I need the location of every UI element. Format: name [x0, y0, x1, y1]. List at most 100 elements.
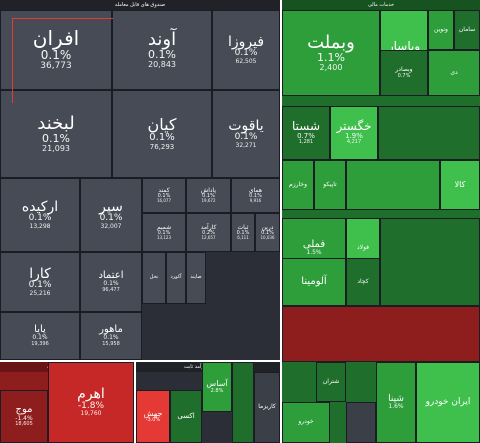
ticker-tile[interactable]: وبصادر 0.7% [380, 50, 428, 96]
ticker-name: کمند [158, 186, 170, 194]
ticker-tile[interactable]: کیان 0.1% 76,293 [112, 90, 212, 178]
ticker-name: اعتماد [98, 269, 124, 281]
ticker-tile[interactable]: صایند [186, 252, 206, 304]
ticker-tile[interactable]: شپنا 1.6% [376, 362, 416, 443]
ticker-change: 1.6% [388, 403, 404, 411]
ticker-tile[interactable] [378, 106, 480, 160]
ticker-tile[interactable]: کالا [440, 160, 480, 210]
ticker-tile[interactable]: ارکیده 0.1% 13,298 [0, 178, 80, 252]
ticker-tile[interactable]: آساس 2.8% [202, 362, 232, 412]
ticker-name: آوند [147, 28, 177, 50]
ticker-tile[interactable]: افران 0.1% 36,773 [0, 10, 112, 90]
ticker-name: وبملت [307, 31, 355, 53]
ticker-name: پاداش [200, 186, 217, 194]
ticker-value: 4,217 [346, 139, 362, 146]
ticker-tile[interactable]: کمند 0.1% 16,077 [142, 178, 186, 213]
ticker-tile[interactable]: سامان [454, 10, 480, 50]
ticker-tile[interactable]: وخارزم [282, 160, 314, 210]
ticker-tile[interactable]: کارآمد 0.2% 12,657 [186, 213, 231, 252]
ticker-tile[interactable]: جهش -3.0% [136, 390, 170, 443]
ticker-tile[interactable]: آلومینا [282, 258, 346, 306]
ticker-name: کالا [454, 179, 466, 189]
ticker-tile[interactable] [282, 306, 480, 362]
section-label: خدمات مالی [282, 0, 480, 10]
ticker-tile[interactable]: شتران [316, 362, 346, 402]
ticker-value: 19,396 [31, 340, 49, 347]
ticker-tile[interactable]: پایا 0.1% 19,396 [0, 312, 80, 360]
ticker-name: شستا [291, 119, 321, 134]
ticker-value: 76,293 [149, 142, 175, 151]
ticker-change: 2.8% [210, 387, 224, 394]
ticker-value: 18,605 [15, 421, 33, 428]
ticker-tile[interactable]: کچاد [346, 258, 380, 306]
ticker-tile[interactable] [380, 218, 480, 306]
ticker-tile[interactable]: وبملت 1.1% 2,400 [282, 10, 380, 96]
ticker-value: 25,216 [29, 289, 51, 297]
ticker-tile[interactable]: یاقوت 0.1% 32,271 [212, 90, 280, 178]
ticker-name: شمیم [156, 223, 172, 231]
ticker-change: 0.1% [234, 48, 258, 59]
ticker-name: ونوین [434, 25, 448, 33]
ticker-tile[interactable]: موج -1.4% 18,605 [0, 390, 48, 443]
ticker-tile[interactable]: اکسی [170, 390, 202, 443]
ticker-tile[interactable]: شمیم 0.1% 13,123 [142, 213, 186, 252]
ticker-tile[interactable]: کاریزما [254, 372, 280, 443]
ticker-tile[interactable]: نخل [142, 252, 166, 304]
ticker-name: یاقوت [228, 117, 264, 134]
ticker-tile[interactable]: کارا 0.1% 25,216 [0, 252, 80, 312]
ticker-name: دی [450, 68, 458, 76]
ticker-tile[interactable]: فیروزا 0.1% 62,505 [212, 10, 280, 90]
ticker-tile[interactable]: ایران خودرو [416, 362, 480, 443]
ticker-tile[interactable]: سپر 0.1% 32,007 [80, 178, 142, 252]
ticker-change: 0.1% [103, 334, 119, 342]
ticker-name: آساس [206, 379, 228, 389]
ticker-change: 0.2% [202, 229, 215, 236]
ticker-tile[interactable]: پاداش 0.1% 19,672 [186, 178, 231, 213]
ticker-value: 13,298 [29, 222, 51, 230]
ticker-change: 0.1% [249, 192, 262, 199]
ticker-name: فیروزا [227, 33, 265, 50]
ticker-name: فولاد [356, 243, 370, 251]
ticker-value: 2,400 [319, 63, 343, 73]
ticker-name: سپر [99, 198, 123, 215]
ticker-tile[interactable]: خودرو [282, 402, 330, 443]
ticker-change: 0.1% [157, 192, 171, 199]
ticker-tile[interactable] [346, 402, 376, 443]
ticker-change: 0.1% [148, 48, 176, 62]
ticker-tile[interactable]: شستا 0.7% 1,281 [282, 106, 330, 160]
ticker-tile[interactable]: آکورد [166, 252, 186, 304]
ticker-value: 13,123 [157, 235, 171, 241]
ticker-tile[interactable]: اهرم -1.8% 19,760 [48, 362, 134, 443]
ticker-tile[interactable]: لبخند 0.1% 21,093 [0, 90, 112, 178]
ticker-name: کیان [147, 114, 177, 134]
ticker-tile[interactable]: ثبات 0.1% 6,111 [231, 213, 255, 252]
ticker-value: 96,477 [102, 286, 120, 293]
ticker-name: ایران خودرو [425, 396, 471, 407]
ticker-change: 1.9% [345, 132, 363, 140]
ticker-value: 20,843 [148, 60, 176, 70]
ticker-tile[interactable]: درین 0.1% 10,036 [255, 213, 280, 252]
ticker-change: 0.1% [261, 229, 274, 236]
ticker-tile[interactable] [232, 362, 254, 443]
ticker-value: 16,077 [157, 198, 171, 204]
ticker-change: 0.1% [149, 132, 175, 144]
ticker-name: ارکیده [21, 198, 59, 215]
ticker-name: خودرو [298, 418, 314, 426]
ticker-name: موج [15, 404, 33, 416]
ticker-change: 0.1% [32, 334, 48, 342]
ticker-tile[interactable]: ماهور 0.1% 15,958 [80, 312, 142, 360]
ticker-change: 0.1% [202, 192, 215, 199]
ticker-tile[interactable]: آوند 0.1% 20,843 [112, 10, 212, 90]
ticker-change: 0.1% [103, 280, 119, 288]
ticker-tile[interactable]: خگستر 1.9% 4,217 [330, 106, 378, 160]
ticker-tile[interactable]: دی [428, 50, 480, 96]
ticker-name: کاریزما [258, 403, 276, 411]
ticker-tile[interactable]: همای 0.1% 9,916 [231, 178, 280, 213]
ticker-change: -1.8% [77, 400, 105, 411]
ticker-change: 1.5% [306, 249, 322, 257]
ticker-tile[interactable]: اعتماد 0.1% 96,477 [80, 252, 142, 312]
ticker-tile[interactable]: ونوین [428, 10, 454, 50]
ticker-tile[interactable]: تاپیکو [314, 160, 346, 210]
ticker-tile[interactable] [346, 160, 440, 210]
ticker-value: 15,958 [102, 340, 120, 347]
